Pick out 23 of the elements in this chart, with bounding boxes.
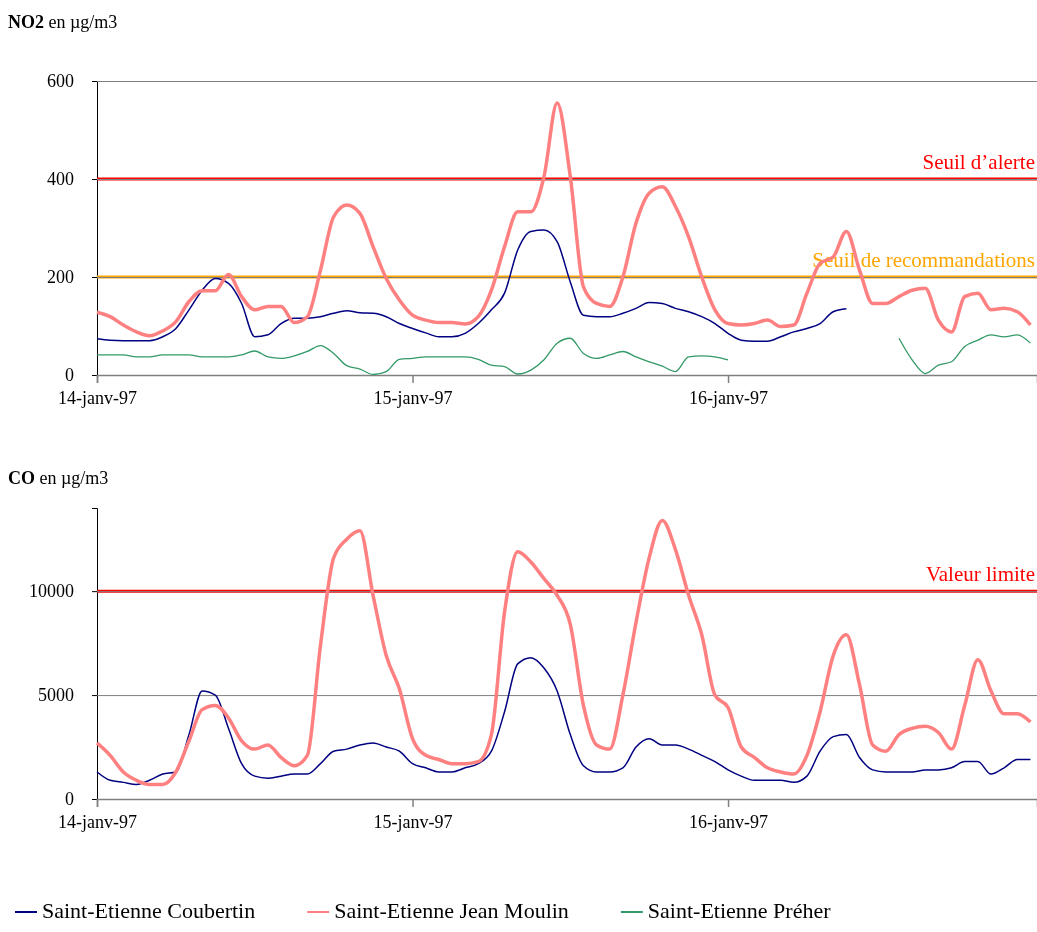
y-tick-label: 0 (65, 789, 74, 810)
legend-label: Saint-Etienne Jean Moulin (334, 898, 569, 923)
y-tick-label: 10000 (29, 581, 74, 602)
y-axis-title: CO en µg/m3 (8, 468, 109, 488)
y-tick-label: 5000 (38, 685, 74, 706)
legend-label: Saint-Etienne Préher (647, 898, 832, 923)
y-axis-title: NO2 en µg/m3 (8, 12, 118, 32)
y-tick-label: 200 (47, 267, 74, 288)
x-tick-label: 16-janv-97 (689, 811, 769, 832)
x-tick-label: 14-janv-97 (58, 811, 137, 832)
y-tick-label: 600 (47, 71, 74, 92)
y-tick-label: 0 (65, 365, 74, 386)
ref-line-label: Valeur limite (925, 562, 1035, 587)
legend-label: Saint-Etienne Coubertin (42, 898, 256, 923)
y-tick-label: 400 (47, 169, 74, 190)
x-tick-label: 15-janv-97 (373, 387, 453, 408)
line-series (95, 101, 1033, 338)
line-series (96, 656, 1032, 786)
x-tick-label: 15-janv-97 (373, 811, 453, 832)
x-tick-label: 16-janv-97 (689, 387, 769, 408)
line-series (95, 518, 1033, 787)
ref-line-label: Seuil d’alerte (922, 150, 1035, 174)
x-tick-label: 14-janv-97 (58, 387, 137, 408)
